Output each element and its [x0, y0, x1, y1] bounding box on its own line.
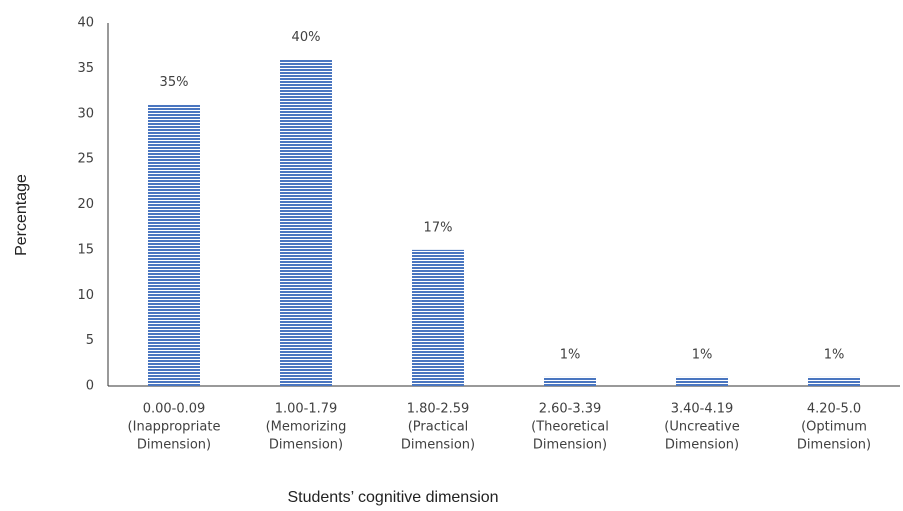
bar [544, 376, 596, 386]
x-tick-label: Dimension) [401, 438, 475, 453]
y-tick-label: 20 [77, 197, 94, 212]
y-axis-title: Percentage [13, 174, 30, 256]
x-tick-label: 4.20-5.0 [807, 402, 861, 417]
x-tick-label: 1.00-1.79 [275, 402, 338, 417]
bar [280, 59, 332, 387]
x-tick-label: Dimension) [533, 438, 607, 453]
y-tick-label: 10 [77, 288, 94, 303]
y-tick-label: 25 [77, 152, 94, 167]
x-tick-label: Dimension) [797, 438, 871, 453]
x-tick-label: 0.00-0.09 [143, 402, 206, 417]
x-axis-title: Students’ cognitive dimension [287, 489, 498, 506]
bar-annotation: 1% [560, 347, 581, 362]
bar-annotation: 17% [424, 220, 453, 235]
y-tick-label: 40 [77, 16, 94, 31]
bar [148, 104, 200, 387]
y-tick-label: 15 [77, 242, 94, 257]
x-tick-label: (Memorizing [266, 420, 347, 435]
x-tick-label: (Practical [408, 420, 469, 435]
x-tick-label: Dimension) [269, 438, 343, 453]
x-tick-label: 1.80-2.59 [407, 402, 470, 417]
y-tick-label: 35 [77, 61, 94, 76]
x-tick-label: Dimension) [665, 438, 739, 453]
x-tick-label: (Theoretical [531, 420, 609, 435]
x-tick-label: (Inappropriate [128, 420, 221, 435]
x-tick-label: 3.40-4.19 [671, 402, 734, 417]
bar-annotation: 40% [292, 30, 321, 45]
x-tick-label: (Uncreative [664, 420, 739, 435]
x-tick-label: 2.60-3.39 [539, 402, 602, 417]
bar-annotation: 1% [692, 347, 713, 362]
x-tick-label: Dimension) [137, 438, 211, 453]
bar [676, 376, 728, 386]
x-tick-label: (Optimum [801, 420, 867, 435]
y-tick-label: 30 [77, 106, 94, 121]
bar [412, 249, 464, 386]
bar-annotation: 1% [824, 347, 845, 362]
y-tick-label: 5 [86, 333, 94, 348]
bar-annotation: 35% [160, 75, 189, 90]
bar [808, 376, 860, 386]
y-tick-label: 0 [86, 379, 94, 394]
